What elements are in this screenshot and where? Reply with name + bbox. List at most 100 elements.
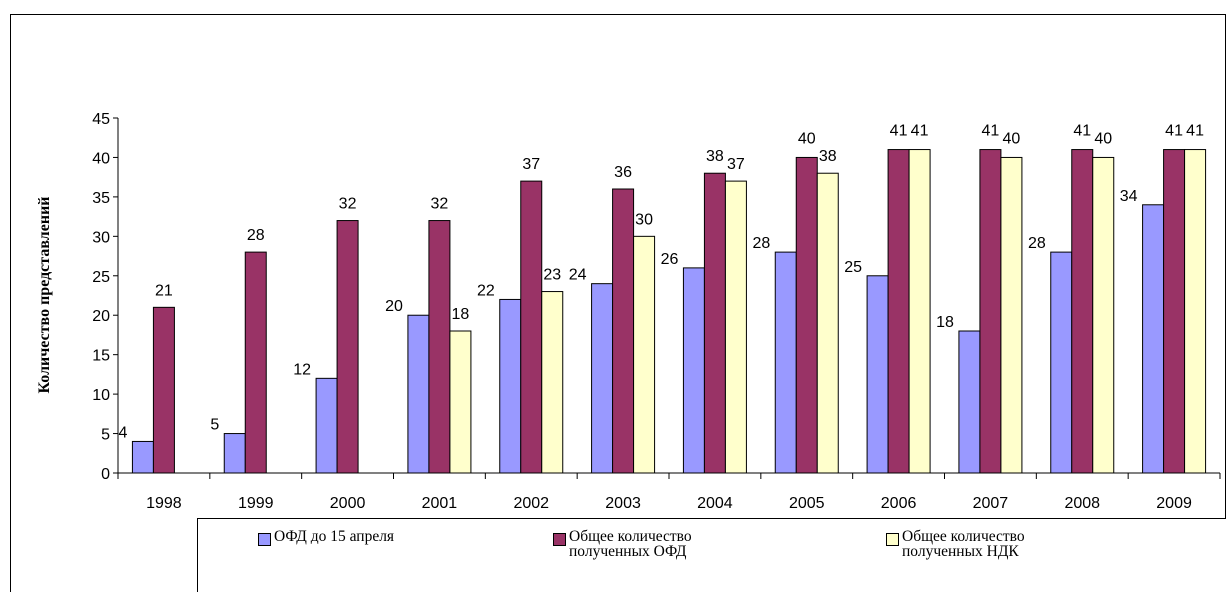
- data-label-ofd-total-2001: 32: [431, 196, 449, 213]
- x-tick-label: 2001: [422, 495, 458, 512]
- bar-ofd-april-2002: [499, 298, 522, 474]
- data-label-ofd-april-2002: 22: [477, 282, 495, 299]
- y-tick-label: 20: [92, 308, 110, 325]
- bar-ofd-april-2004: [682, 267, 705, 474]
- x-tick-label: 2007: [973, 495, 1009, 512]
- data-label-ofd-total-2004: 38: [706, 148, 724, 165]
- legend: ОФД до 15 апреля Общее количество получе…: [197, 518, 1226, 592]
- legend-label-ofd-total: Общее количество полученных ОФД: [569, 528, 692, 560]
- data-label-ndk-total-2009: 41: [1186, 123, 1204, 140]
- data-label-ofd-april-2003: 24: [569, 267, 587, 284]
- data-label-ofd-total-2007: 41: [982, 123, 1000, 140]
- legend-swatch-ofd-april: [258, 533, 271, 546]
- bar-ofd-april-1999: [223, 433, 246, 474]
- y-tick-label: 5: [101, 427, 110, 444]
- bar-ofd-total-2000: [336, 220, 359, 474]
- y-tick-label: 45: [92, 111, 110, 128]
- x-tick-label: 1998: [146, 495, 182, 512]
- data-label-ofd-total-1998: 21: [155, 282, 173, 299]
- data-label-ofd-april-1999: 5: [210, 417, 219, 434]
- bar-ofd-total-2001: [428, 220, 451, 474]
- y-tick-label: 10: [92, 387, 110, 404]
- y-tick-label: 35: [92, 190, 110, 207]
- legend-item-ndk-total: Общее количество полученных НДК: [886, 529, 1025, 559]
- legend-item-ofd-april: ОФД до 15 апреля: [258, 529, 394, 546]
- y-tick-label: 40: [92, 150, 110, 167]
- legend-swatch-ndk-total: [886, 533, 899, 546]
- bar-ndk-total-2002: [541, 291, 564, 474]
- data-label-ndk-total-2006: 41: [911, 123, 929, 140]
- y-axis-title: Количество представлений: [36, 196, 53, 393]
- data-label-ofd-april-2000: 12: [293, 361, 311, 378]
- bar-ndk-total-2003: [633, 235, 656, 474]
- x-tick-label: 2000: [330, 495, 366, 512]
- bar-ofd-april-1998: [131, 440, 154, 474]
- data-label-ndk-total-2005: 38: [819, 148, 837, 165]
- bar-ndk-total-2006: [908, 149, 931, 474]
- bar-ofd-april-2003: [591, 283, 614, 474]
- legend-swatch-ofd-total: [553, 533, 566, 546]
- x-tick-label: 2003: [605, 495, 641, 512]
- x-tick-label: 2009: [1156, 495, 1192, 512]
- x-tick-label: 1999: [238, 495, 274, 512]
- data-label-ofd-total-2003: 36: [614, 164, 632, 181]
- bar-ofd-total-1999: [244, 251, 267, 474]
- bar-ndk-total-2005: [816, 172, 839, 474]
- bar-ndk-total-2004: [724, 180, 747, 474]
- bar-ofd-total-2005: [795, 156, 818, 474]
- bar-ndk-total-2009: [1184, 149, 1207, 474]
- data-label-ndk-total-2007: 40: [1003, 130, 1021, 147]
- data-label-ndk-total-2004: 37: [727, 156, 745, 173]
- data-label-ofd-april-2007: 18: [936, 314, 954, 331]
- bar-ofd-total-2009: [1163, 149, 1186, 474]
- bar-ofd-total-2003: [612, 188, 635, 474]
- data-label-ofd-april-2008: 28: [1028, 235, 1046, 252]
- x-tick-label: 2008: [1064, 495, 1100, 512]
- bar-ndk-total-2008: [1092, 156, 1115, 474]
- data-label-ofd-total-2006: 41: [890, 123, 908, 140]
- data-label-ofd-april-2001: 20: [385, 298, 403, 315]
- data-label-ofd-april-1998: 4: [119, 424, 128, 441]
- bar-ofd-total-1998: [152, 306, 175, 474]
- bar-ofd-april-2008: [1050, 251, 1073, 474]
- x-tick-label: 2006: [881, 495, 917, 512]
- data-label-ofd-april-2009: 34: [1120, 188, 1138, 205]
- data-label-ofd-april-2005: 28: [752, 235, 770, 252]
- bar-ofd-total-2004: [703, 172, 726, 474]
- y-tick-label: 25: [92, 269, 110, 286]
- data-label-ofd-april-2006: 25: [844, 259, 862, 276]
- data-label-ofd-total-1999: 28: [247, 227, 265, 244]
- bar-ofd-april-2007: [958, 330, 981, 474]
- data-label-ndk-total-2001: 18: [452, 306, 470, 323]
- data-label-ndk-total-2002: 23: [543, 267, 561, 284]
- bar-ofd-total-2007: [979, 149, 1002, 474]
- data-label-ndk-total-2003: 30: [635, 211, 653, 228]
- data-label-ofd-total-2005: 40: [798, 130, 816, 147]
- x-tick-label: 2004: [697, 495, 733, 512]
- bar-ofd-april-2001: [407, 314, 430, 474]
- data-label-ofd-total-2009: 41: [1165, 123, 1183, 140]
- y-tick-label: 15: [92, 348, 110, 365]
- bar-ndk-total-2001: [449, 330, 472, 474]
- data-label-ndk-total-2008: 40: [1094, 130, 1112, 147]
- legend-label-ofd-april: ОФД до 15 апреля: [274, 528, 395, 545]
- data-label-ofd-total-2000: 32: [339, 196, 357, 213]
- bar-ofd-total-2002: [520, 180, 543, 474]
- bar-ofd-total-2008: [1071, 149, 1094, 474]
- data-label-ofd-total-2008: 41: [1073, 123, 1091, 140]
- bar-ofd-total-2006: [887, 149, 910, 474]
- bar-ndk-total-2007: [1000, 156, 1023, 474]
- bar-ofd-april-2000: [315, 377, 338, 474]
- x-tick-label: 2005: [789, 495, 825, 512]
- y-tick-label: 30: [92, 229, 110, 246]
- x-tick-label: 2002: [513, 495, 549, 512]
- bar-ofd-april-2005: [774, 251, 797, 474]
- data-label-ofd-april-2004: 26: [661, 251, 679, 268]
- legend-item-ofd-total: Общее количество полученных ОФД: [553, 529, 692, 559]
- bar-ofd-april-2006: [866, 275, 889, 474]
- bar-ofd-april-2009: [1142, 204, 1165, 474]
